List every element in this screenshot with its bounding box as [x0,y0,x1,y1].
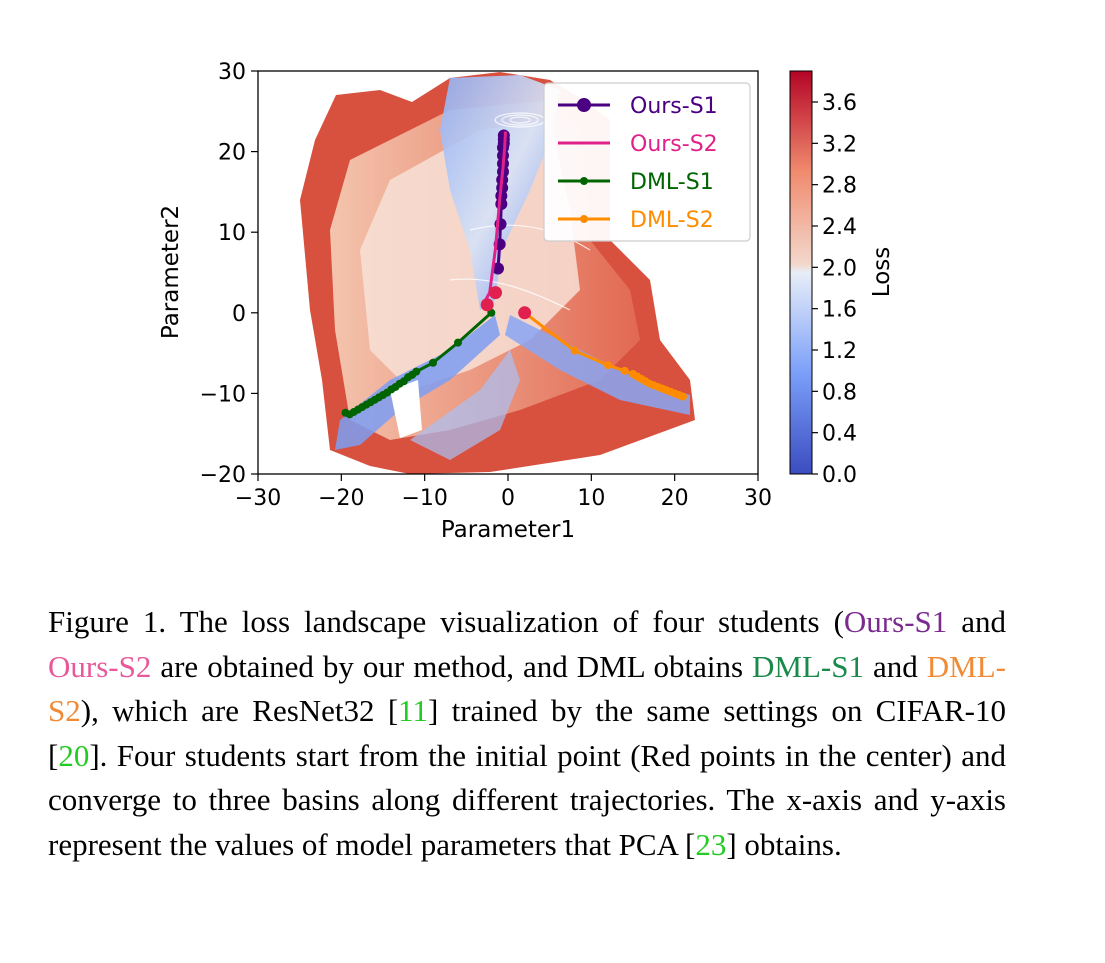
colorbar-tick-label: 0.4 [822,422,857,447]
caption-dml-s2: DML-S2 [48,648,1006,729]
initial-point [518,306,532,320]
citation-link[interactable]: 23 [695,826,727,862]
legend-box [543,82,751,242]
colorbar-tick-label: 1.2 [822,339,857,364]
colorbar-tick-label: 0.8 [822,380,857,405]
colorbar-tick-label: 3.2 [822,132,857,157]
legend-label-dml-s1: DML-S1 [630,170,714,195]
legend: Ours-S1 Ours-S2 DML-S1 DML-S2 [543,82,751,242]
data-point-ours-s1 [492,262,504,275]
legend-marker-ours-s1 [577,98,591,112]
y-tick-label: 10 [218,221,246,246]
data-point-dml-s2 [620,366,629,375]
x-tick-label: 0 [501,486,515,511]
y-axis-label: Parameter2 [158,205,184,339]
caption-text: and [947,604,1007,639]
caption-text: ] trained by the same settings on CIFAR-… [48,693,1006,773]
x-tick-label: 20 [661,486,689,511]
caption-text: and [864,648,927,684]
x-tick-label: −30 [235,486,281,511]
legend-label-ours-s2: Ours-S2 [630,132,718,157]
loss-landscape-figure: −30 −20 −10 0 10 20 30 −20 −10 0 10 20 30 Parameter… [150,50,910,560]
legend-marker-dml-s2 [580,215,588,223]
x-tick-label: −10 [401,486,447,511]
x-axis-label: Parameter1 [441,517,575,543]
caption-ours-s2: Ours-S2 [48,648,152,684]
figure-caption: Figure 1. The loss landscape visualizati… [48,600,1006,867]
caption-text: are obtained by our method, and DML obta… [151,648,753,684]
colorbar-label: Loss [869,247,895,297]
y-tick-label: −20 [200,463,246,488]
y-tick-label: 30 [218,60,246,85]
colorbar-tick-label: 1.6 [822,298,857,323]
caption-text: ]. Four students start from the initial … [48,737,1006,862]
colorbar-tick-label: 3.6 [822,91,857,116]
data-point-dml-s1 [341,408,350,417]
y-tick-label: −10 [200,382,246,407]
caption-text: ] obtains. [726,826,842,862]
x-tick-label: −20 [318,486,364,511]
data-point-dml-s2 [570,346,579,355]
colorbar-tick-label: 0.0 [822,463,857,488]
legend-marker-dml-s1 [580,177,588,185]
colorbar [789,70,813,475]
legend-label-dml-s2: DML-S2 [630,208,714,233]
data-point-dml-s2 [679,392,687,401]
citation-link[interactable]: 20 [58,737,90,773]
data-point-dml-s1 [429,358,437,367]
caption-ours-s1: Ours-S1 [843,604,948,639]
data-point-dml-s1 [454,338,462,347]
x-tick-label: 10 [577,486,605,511]
caption-text: ), which are ResNet32 [ [80,693,399,728]
data-point-dml-s2 [604,361,612,370]
colorbar-tick-label: 2.4 [822,215,857,240]
y-tick-label: 0 [232,302,246,327]
y-tick-label: 20 [218,141,246,166]
initial-point [480,298,494,312]
caption-text: The loss landscape visualization of four… [166,604,844,639]
colorbar-tick-label: 2.8 [822,174,857,199]
x-tick-label: 30 [744,486,772,511]
colorbar-tick-label: 2.0 [822,256,857,281]
figure-label: Figure 1. [48,604,167,639]
caption-dml-s1: DML-S1 [752,648,864,684]
legend-label-ours-s1: Ours-S1 [630,94,718,119]
initial-point [489,286,502,300]
citation-link[interactable]: 11 [398,693,428,728]
